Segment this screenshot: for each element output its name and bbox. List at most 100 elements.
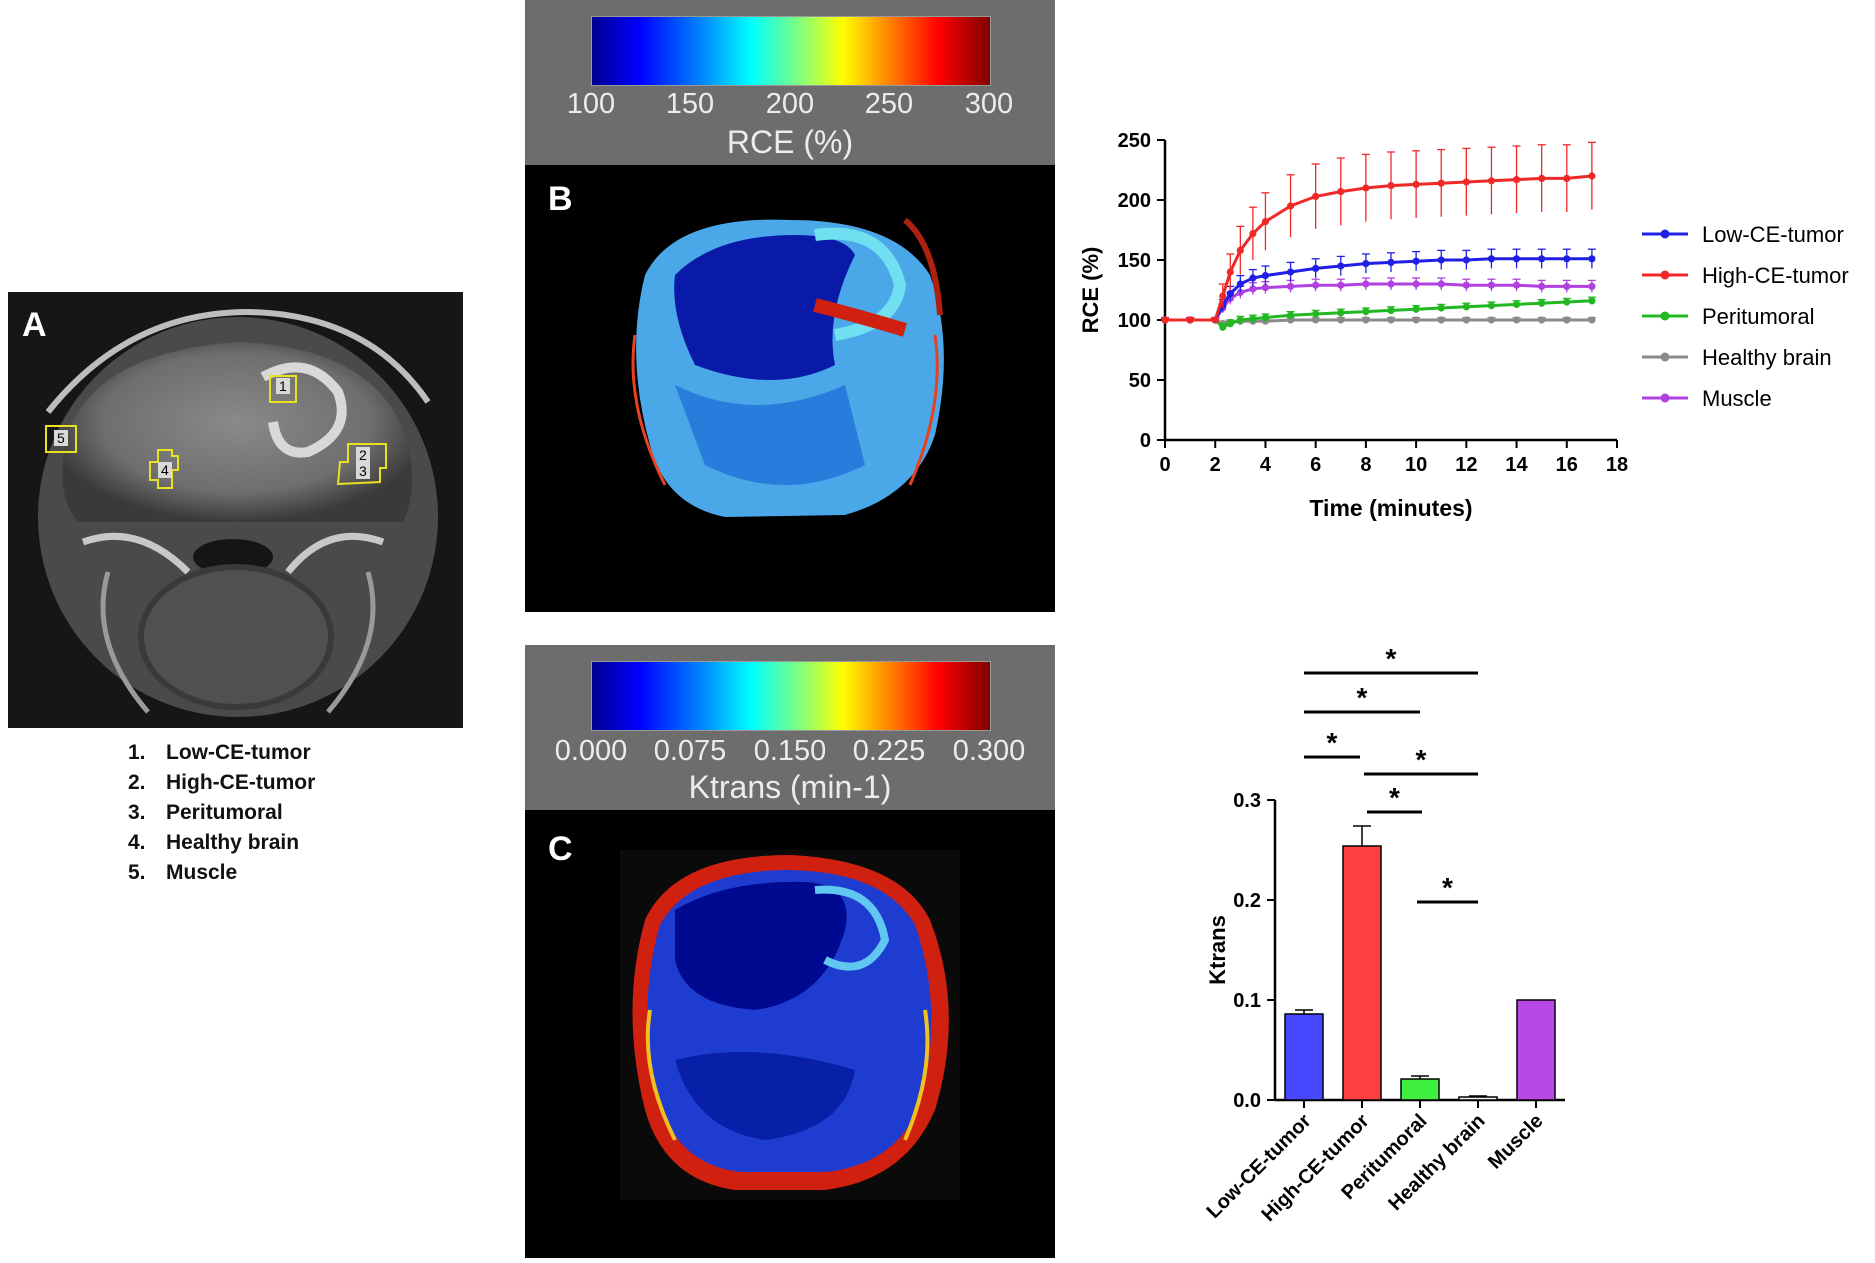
data-point <box>1219 323 1227 331</box>
data-point <box>1387 316 1395 324</box>
rce-tick-150: 150 <box>665 88 715 120</box>
rce-colorbar-title: RCE (%) <box>726 124 854 160</box>
y-axis-label: RCE (%) <box>1078 247 1103 334</box>
data-point <box>1362 280 1370 288</box>
data-point <box>1211 316 1219 324</box>
x-axis-label: Time (minutes) <box>1309 495 1472 521</box>
legend-label: Healthy brain <box>1702 345 1832 370</box>
data-point <box>1412 316 1420 324</box>
y-axis-label: Ktrans <box>1205 915 1230 985</box>
data-point <box>1286 311 1295 319</box>
x-category-label: High-CE-tumor <box>1257 1110 1373 1226</box>
data-point <box>1312 264 1320 272</box>
roi-marker-2: 2 <box>356 447 370 463</box>
roi-legend-list: 1. Low-CE-tumor 2. High-CE-tumor 3. Peritum… <box>128 738 315 888</box>
ktrans-tick-1: 0.075 <box>653 735 727 767</box>
data-point <box>1512 300 1521 308</box>
data-point <box>1226 290 1234 298</box>
data-point <box>1249 285 1257 293</box>
panel-a-mri-image: 1 2 3 4 5 <box>8 292 463 728</box>
data-point <box>1412 180 1420 188</box>
series-line <box>1165 282 1592 322</box>
panel-b-rce-map <box>525 165 1055 612</box>
data-point <box>1337 309 1345 317</box>
data-point <box>1588 297 1596 305</box>
data-point <box>1312 310 1320 318</box>
significance-star: * <box>1389 782 1400 813</box>
data-point <box>1462 281 1470 289</box>
data-point <box>1462 303 1470 311</box>
roi-marker-4: 4 <box>158 462 172 478</box>
data-point <box>1387 280 1395 288</box>
data-point <box>1437 304 1445 312</box>
data-point <box>1261 218 1270 226</box>
legend-marker <box>1660 352 1670 362</box>
y-tick-label: 100 <box>1118 310 1151 332</box>
data-point <box>1588 172 1596 180</box>
data-point <box>1387 306 1395 314</box>
significance-star: * <box>1327 727 1338 758</box>
data-point <box>1362 184 1370 192</box>
x-tick-label: 6 <box>1310 454 1321 476</box>
data-point <box>1563 255 1571 263</box>
x-category-label: Low-CE-tumor <box>1203 1110 1316 1223</box>
x-tick-label: 4 <box>1260 454 1272 476</box>
x-tick-label: 14 <box>1505 454 1528 476</box>
data-point <box>1462 256 1470 264</box>
data-point <box>1487 302 1496 310</box>
bar-healthy-brain <box>1458 1096 1498 1101</box>
data-point <box>1286 268 1295 276</box>
data-point <box>1312 192 1320 200</box>
panel-c-ktrans-map <box>525 810 1055 1258</box>
rce-tick-200: 200 <box>765 88 815 120</box>
data-point <box>1337 281 1345 289</box>
legend-label: Peritumoral <box>1702 304 1814 329</box>
data-point <box>1538 255 1546 263</box>
data-point <box>1261 272 1270 280</box>
panel-b-letter: B <box>548 180 573 218</box>
data-point <box>1437 280 1445 288</box>
data-point <box>1487 316 1496 324</box>
data-point <box>1337 316 1345 324</box>
data-point <box>1261 284 1270 292</box>
data-point <box>1437 256 1445 264</box>
roi-list-item: 4. Healthy brain <box>128 831 300 854</box>
rce-tick-250: 250 <box>864 88 914 120</box>
significance-star: * <box>1357 682 1368 713</box>
ktrans-map-drawing <box>525 810 1055 1258</box>
data-point <box>1186 316 1194 324</box>
legend-marker <box>1660 311 1670 321</box>
roi-4-outline <box>149 449 179 489</box>
data-point <box>1512 255 1521 263</box>
y-tick-label: 0 <box>1140 430 1151 452</box>
y-tick-label: 50 <box>1129 370 1151 392</box>
data-point <box>1412 305 1420 313</box>
ktrans-tick-3: 0.225 <box>852 735 926 767</box>
bar-low-ce-tumor <box>1284 1013 1324 1101</box>
rce-tick-300: 300 <box>964 88 1014 120</box>
data-point <box>1487 177 1496 185</box>
data-point <box>1538 282 1546 290</box>
data-point <box>1236 280 1244 288</box>
data-point <box>1236 316 1244 324</box>
panel-c-colorbar-box: 0.000 0.075 0.150 0.225 0.300 Ktrans (mi… <box>525 645 1055 810</box>
significance-star: * <box>1386 643 1397 674</box>
data-point <box>1219 292 1227 300</box>
significance-star: * <box>1416 744 1427 775</box>
y-tick-label: 150 <box>1118 250 1151 272</box>
legend-label: Muscle <box>1702 386 1772 411</box>
ktrans-tick-2: 0.150 <box>753 735 827 767</box>
bar-muscle <box>1516 999 1556 1101</box>
series-low-ce-tumor <box>1161 248 1596 324</box>
data-point <box>1462 316 1470 324</box>
data-point <box>1563 174 1571 182</box>
roi-5-outline <box>45 425 77 453</box>
panel-a-letter: A <box>22 306 47 344</box>
bar-high-ce-tumor <box>1342 845 1382 1101</box>
data-point <box>1387 182 1395 190</box>
data-point <box>1588 282 1596 290</box>
data-point <box>1362 316 1370 324</box>
data-point <box>1412 257 1420 265</box>
legend-label: Low-CE-tumor <box>1702 222 1844 247</box>
data-point <box>1312 281 1320 289</box>
